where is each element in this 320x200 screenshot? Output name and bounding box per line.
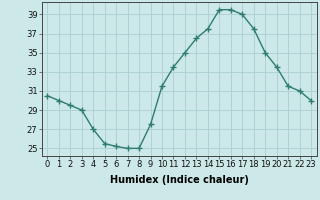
X-axis label: Humidex (Indice chaleur): Humidex (Indice chaleur): [110, 175, 249, 185]
